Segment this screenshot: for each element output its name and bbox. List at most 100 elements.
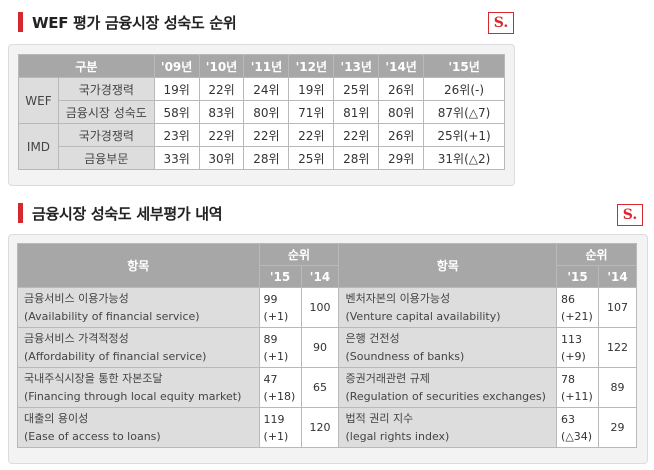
rank-2015-cell: 113 (+9) (556, 327, 600, 368)
cell: 30위 (198, 146, 245, 170)
rank-2015: 113 (561, 332, 583, 346)
row-label: 국가경쟁력 (57, 123, 155, 147)
item-en: (Venture capital availability) (345, 309, 501, 323)
cell: 22위 (198, 123, 245, 147)
cell: 26위(-) (423, 77, 505, 101)
item-cell: 국내주식시장을 통한 자본조달 (Financing through local … (17, 367, 260, 408)
header-2015: '15 (556, 265, 600, 288)
table-row: 금융부문 33위 30위 28위 25위 28위 29위 31위(△2) (19, 146, 505, 170)
item-ko: 벤처자본의 이용가능성 (345, 291, 451, 305)
row-label: 금융시장 성숙도 (57, 100, 155, 124)
header-year: '13년 (333, 54, 380, 78)
rank-change: (+9) (561, 349, 586, 363)
item-en: (legal rights index) (345, 429, 450, 443)
header-category: 구분 (18, 54, 155, 78)
cell: 28위 (333, 146, 380, 170)
rank-2014: 120 (300, 407, 340, 448)
table1-panel: 구분 '09년 '10년 '11년 '12년 '13년 '14년 '15년 WE… (8, 44, 515, 186)
cell: 87위(△7) (423, 100, 505, 124)
cell: 58위 (153, 100, 200, 124)
header-2015: '15 (258, 265, 302, 288)
rank-2015: 78 (561, 372, 576, 386)
item-en: (Availability of financial service) (24, 309, 200, 323)
item-en: (Affordability of financial service) (24, 349, 207, 363)
section2-title-text: 금융시장 성숙도 세부평가 내역 (32, 204, 223, 223)
rank-change: (+1) (263, 429, 289, 443)
item-ko: 금융서비스 이용가능성 (24, 291, 129, 305)
cell: 19위 (288, 77, 335, 101)
cell: 33위 (153, 146, 200, 170)
group-label: WEF (18, 77, 59, 124)
cell: 25위(+1) (423, 123, 505, 147)
section1-title: WEF 평가 금융시장 성숙도 순위 (18, 11, 237, 33)
header-year: '09년 (153, 54, 200, 78)
rank-2015: 119 (263, 412, 285, 426)
cell: 22위 (198, 77, 245, 101)
item-en: (Ease of access to loans) (24, 429, 161, 443)
rank-2015-cell: 63 (△34) (556, 407, 600, 448)
cell: 31위(△2) (423, 146, 505, 170)
row-label: 금융부문 (57, 146, 155, 170)
table-row: WEF 국가경쟁력 19위 22위 24위 19위 25위 26위 26위(-) (18, 77, 505, 124)
table-row: 금융서비스 가격적정성 (Affordability of financial s… (17, 327, 637, 368)
header-year: '15년 (423, 54, 505, 78)
item-cell: 은행 건전성 (Soundness of banks) (338, 327, 558, 368)
cell: 22위 (333, 123, 380, 147)
header-item: 항목 (17, 243, 260, 288)
rank-2014: 100 (300, 287, 340, 328)
cell: 22위 (288, 123, 335, 147)
cell: 26위 (378, 77, 425, 101)
item-ko: 대출의 용이성 (24, 411, 89, 425)
item-cell: 법적 권리 지수 (legal rights index) (338, 407, 558, 448)
rank-2014: 89 (598, 367, 637, 408)
group-label: IMD (18, 123, 59, 170)
table-row: 대출의 용이성 (Ease of access to loans) 119 (+1)… (17, 407, 637, 448)
row-label: 국가경쟁력 (57, 77, 155, 101)
rank-2015-cell: 78 (+11) (556, 367, 600, 408)
table-row: 금융시장 성숙도 58위 83위 80위 71위 81위 80위 87위(△7) (19, 100, 505, 124)
cell: 22위 (243, 123, 290, 147)
rank-2014: 29 (598, 407, 637, 448)
header-year: '14년 (378, 54, 425, 78)
cell: 26위 (378, 123, 425, 147)
header-year: '12년 (288, 54, 335, 78)
item-ko: 증권거래관련 규제 (345, 371, 430, 385)
item-en: (Soundness of banks) (345, 349, 465, 363)
detail-table: 항목 순위 항목 순위 '15 '14 '15 '14 금융서비스 이용가능성 (… (17, 243, 637, 448)
rank-2015-cell: 99 (+1) (258, 287, 302, 328)
rank-change: (+18) (263, 389, 296, 403)
rank-change: (△34) (561, 429, 593, 443)
item-ko: 법적 권리 지수 (345, 411, 414, 425)
section1-title-text: WEF 평가 금융시장 성숙도 순위 (32, 13, 237, 32)
item-cell: 금융서비스 이용가능성 (Availability of financial se… (17, 287, 260, 328)
cell: 24위 (243, 77, 290, 101)
rank-2014: 107 (598, 287, 637, 328)
rank-2015-cell: 119 (+1) (258, 407, 302, 448)
rank-2015: 89 (263, 332, 278, 346)
rank-2014: 65 (300, 367, 340, 408)
rank-change: (+1) (263, 309, 289, 323)
rank-2014: 90 (300, 327, 340, 368)
cell: 25위 (288, 146, 335, 170)
cell: 23위 (153, 123, 200, 147)
rank-change: (+11) (561, 389, 593, 403)
rank-change: (+21) (561, 309, 593, 323)
table-row: IMD 국가경쟁력 23위 22위 22위 22위 22위 26위 25위(+1… (18, 123, 505, 170)
logo-s: S. (617, 204, 643, 226)
item-en: (Financing through local equity market) (24, 389, 242, 403)
header-rank: 순위 (258, 243, 340, 266)
header-2014: '14 (598, 265, 637, 288)
item-en: (Regulation of securities exchanges) (345, 389, 546, 403)
header-year: '10년 (198, 54, 245, 78)
section2-title: 금융시장 성숙도 세부평가 내역 (18, 202, 223, 224)
item-cell: 대출의 용이성 (Ease of access to loans) (17, 407, 260, 448)
rank-2015: 47 (263, 372, 278, 386)
item-ko: 국내주식시장을 통한 자본조달 (24, 371, 163, 385)
cell: 19위 (153, 77, 200, 101)
header-rank: 순위 (556, 243, 637, 266)
item-ko: 은행 건전성 (345, 331, 400, 345)
item-ko: 금융서비스 가격적정성 (24, 331, 129, 345)
rank-2015: 99 (263, 292, 278, 306)
rank-2015-cell: 86 (+21) (556, 287, 600, 328)
table-row: 국내주식시장을 통한 자본조달 (Financing through local … (17, 367, 637, 408)
